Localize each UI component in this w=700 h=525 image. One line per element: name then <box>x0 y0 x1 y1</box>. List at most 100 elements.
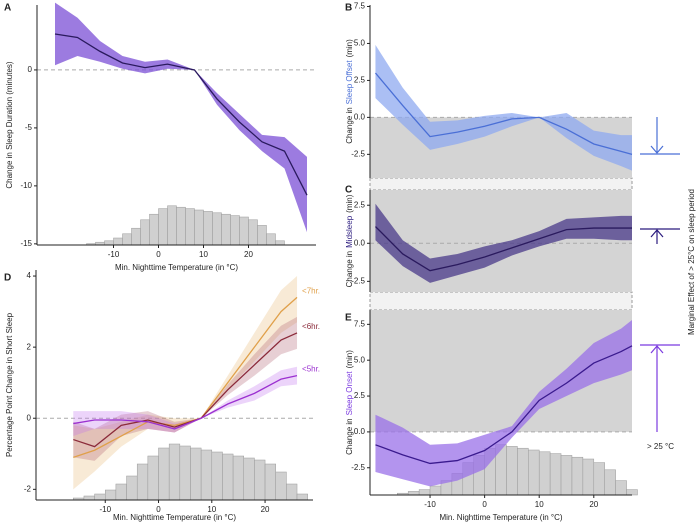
y-tick-label: -15 <box>20 239 32 248</box>
y-tick-label: -5 <box>25 123 33 132</box>
histogram-bar <box>517 447 529 496</box>
histogram-bar <box>232 455 245 501</box>
panel-letter: D <box>4 273 11 284</box>
confidence-band <box>73 316 298 461</box>
histogram-bar <box>418 489 431 496</box>
y-tick-label: 0 <box>28 65 33 74</box>
histogram-bar <box>626 489 638 496</box>
histogram-bar <box>604 469 616 496</box>
y-axis-label: Change in Midsleep (min) <box>345 194 354 287</box>
y-tick-label: -2.5 <box>351 149 365 158</box>
histogram-bar <box>275 240 285 246</box>
line <box>73 296 298 458</box>
y-label-part: Change in <box>345 107 354 143</box>
x-tick-label: -10 <box>99 505 111 514</box>
histogram-bar <box>239 216 249 246</box>
histogram-bar <box>149 213 159 246</box>
series-label: <5hr. <box>302 365 320 374</box>
histogram-bar <box>168 443 181 501</box>
line <box>73 374 298 430</box>
y-label-part: Change in <box>345 418 354 454</box>
histogram-bar <box>571 456 584 496</box>
histogram-bar <box>243 457 255 501</box>
y-axis-label: Change in Sleep Duration (minutes) <box>5 61 14 189</box>
histogram-bar <box>429 485 442 496</box>
histogram-bar <box>185 208 195 246</box>
y-axis-label: Change in Sleep Onset (min) <box>345 350 354 455</box>
histogram-bar <box>560 455 573 496</box>
y-label-part: (min) <box>345 39 354 58</box>
confidence-band <box>73 366 298 437</box>
histogram-bar <box>190 447 202 501</box>
y-tick-label: -2.5 <box>351 276 365 285</box>
y-axis-label: Change in Sleep Offset (min) <box>345 39 354 144</box>
confidence-band <box>73 276 298 490</box>
panel-letter: E <box>345 313 352 324</box>
histogram-bar <box>407 491 420 496</box>
panel-letter: C <box>345 185 352 196</box>
y-tick-label: 7.5 <box>354 319 366 328</box>
histogram-bar <box>136 463 149 501</box>
histogram-bar <box>140 219 150 246</box>
confidence-band <box>375 203 632 283</box>
panel-letter: B <box>345 3 352 14</box>
histogram-bar <box>113 237 123 246</box>
confidence-band <box>375 44 632 171</box>
y-tick-label: -10 <box>20 181 32 190</box>
x-tick-label: 0 <box>156 505 161 514</box>
x-tick-label: 10 <box>535 500 544 509</box>
y-tick-label: 2.5 <box>354 391 366 400</box>
histogram-bar <box>266 233 276 246</box>
threshold-label: > 25 °C <box>647 442 674 451</box>
x-tick-label: -10 <box>424 500 436 509</box>
histogram-bar <box>194 209 204 246</box>
y-tick-label: 0.0 <box>354 112 366 121</box>
panel-letter: A <box>4 3 11 14</box>
y-tick-label: -2.5 <box>351 463 365 472</box>
histogram-bar <box>131 227 141 246</box>
histogram-bar <box>167 205 177 246</box>
x-tick-label: 10 <box>199 250 208 259</box>
histogram-bar <box>122 233 132 246</box>
x-tick-label: 20 <box>244 250 253 259</box>
panel-gap <box>369 291 633 311</box>
y-label-part: Change in <box>345 251 354 287</box>
x-tick-label: 20 <box>261 505 270 514</box>
x-tick-label: 10 <box>207 505 216 514</box>
y-label-key: Midsleep <box>345 215 354 248</box>
histogram-bar <box>222 453 234 501</box>
y-label-part: (min) <box>345 350 354 369</box>
histogram-bar <box>212 212 222 246</box>
y-tick-label: 7.5 <box>354 2 366 11</box>
histogram-bar <box>94 493 106 501</box>
histogram-bar <box>203 211 213 246</box>
histogram-bar <box>83 495 95 501</box>
histogram-bar <box>538 451 551 496</box>
line <box>374 72 633 155</box>
histogram-bar <box>105 489 117 501</box>
histogram-bar <box>582 458 595 496</box>
y-tick-label: 5.0 <box>354 39 366 48</box>
side-arrows <box>640 117 680 432</box>
line <box>73 332 298 448</box>
histogram-bar <box>248 219 258 246</box>
histogram-bar <box>275 471 287 501</box>
y-tick-label: 2.5 <box>354 200 366 209</box>
histogram-bar <box>257 225 267 246</box>
x-axis-label: Min. Nighttime Temperature (in °C) <box>115 263 238 272</box>
shade <box>370 190 632 292</box>
histogram-bar <box>221 213 231 246</box>
line <box>54 33 308 196</box>
line <box>374 226 632 272</box>
histogram-bar <box>296 493 308 501</box>
histogram-bar <box>593 462 605 496</box>
y-label-key: Sleep Offset <box>345 60 354 105</box>
side-label: Marginal Effect of > 25°C on sleep perio… <box>687 189 696 335</box>
y-tick-label: 4 <box>27 271 32 280</box>
histogram-bar <box>158 447 170 501</box>
panel-gap <box>369 177 633 191</box>
y-label-part: (min) <box>345 194 354 213</box>
y-tick-label: 2.5 <box>354 76 366 85</box>
histogram-bar <box>126 475 138 501</box>
